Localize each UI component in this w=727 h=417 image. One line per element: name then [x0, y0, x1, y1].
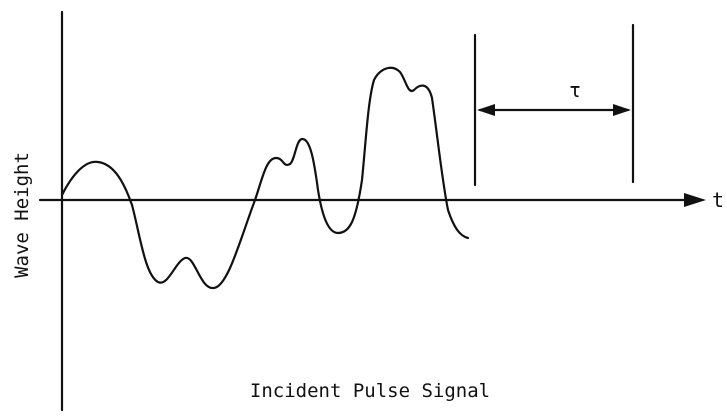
x-axis-label: t — [712, 188, 724, 212]
arrow-head-left — [477, 104, 495, 116]
wave — [60, 66, 470, 290]
interval-label: τ — [569, 78, 581, 102]
axis-arrow — [684, 193, 706, 207]
caption: Incident Pulse Signal — [250, 380, 490, 402]
arrow-head-right — [613, 104, 631, 116]
y-axis-label: Wave Height — [11, 152, 33, 278]
